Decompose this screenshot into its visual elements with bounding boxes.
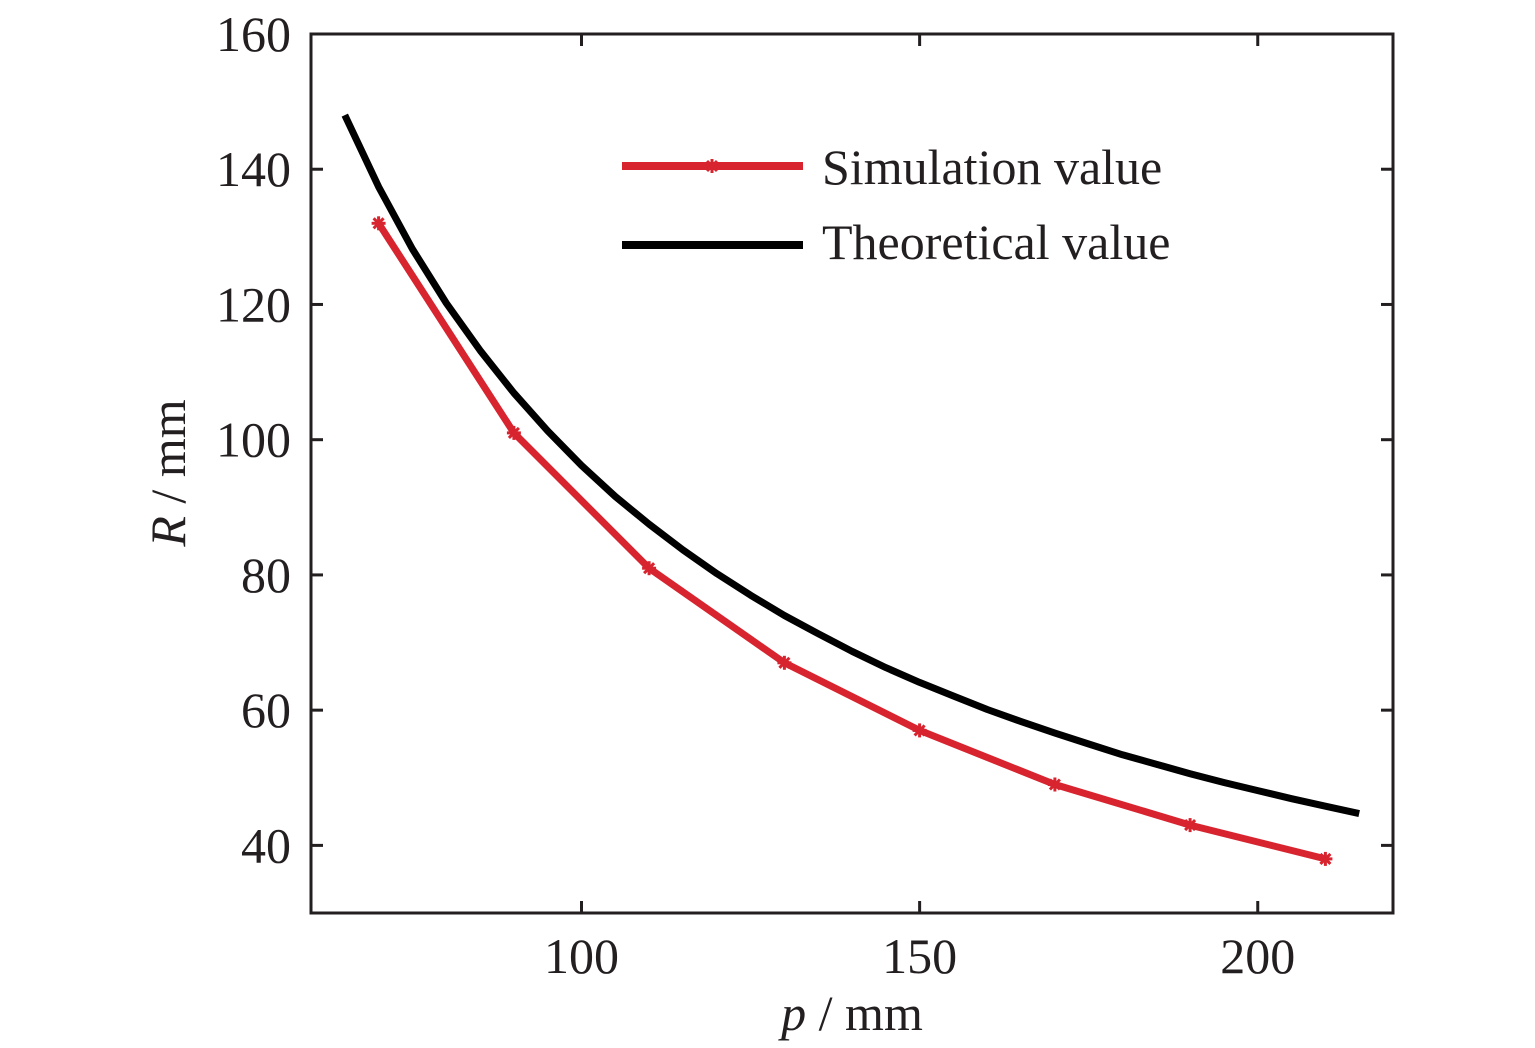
legend-label-simulation: Simulation value xyxy=(822,139,1162,195)
data-point-simulation-value xyxy=(642,561,657,576)
y-axis-variable: R xyxy=(140,516,196,548)
y-tick-label: 40 xyxy=(241,817,291,873)
legend-marker-simulation xyxy=(705,159,719,173)
data-point-simulation-value xyxy=(777,655,792,670)
data-point-simulation-value xyxy=(912,723,927,738)
data-point-simulation-value xyxy=(1183,818,1198,833)
y-tick-label: 60 xyxy=(241,682,291,738)
x-axis-label: p / mm xyxy=(778,985,923,1041)
y-tick-label: 160 xyxy=(216,6,291,62)
plot-frame xyxy=(309,32,1395,915)
y-tick-label: 80 xyxy=(241,547,291,603)
data-point-simulation-value xyxy=(1047,777,1062,792)
series-line-theoretical-value xyxy=(341,113,1360,818)
series-line-simulation-value xyxy=(375,221,1327,863)
series-layer xyxy=(341,113,1360,866)
x-tick-label: 100 xyxy=(544,928,619,984)
data-point-simulation-value xyxy=(371,216,386,231)
y-axis-unit: / mm xyxy=(140,399,196,516)
x-tick-label: 150 xyxy=(882,928,957,984)
data-point-simulation-value xyxy=(506,425,521,440)
y-tick-label: 100 xyxy=(216,412,291,468)
y-axis-label: R / mm xyxy=(140,399,196,547)
y-tick-label: 140 xyxy=(216,141,291,197)
axis-ticks: 100 150 200 40 60 80 100 120 140 160 xyxy=(216,6,1393,984)
x-axis-unit: / mm xyxy=(806,985,923,1041)
data-point-simulation-value xyxy=(1318,851,1333,866)
x-tick-label: 200 xyxy=(1220,928,1295,984)
x-axis-variable: p xyxy=(778,985,806,1041)
y-tick-label: 120 xyxy=(216,276,291,332)
legend: Simulation value Theoretical value xyxy=(622,139,1170,270)
legend-label-theoretical: Theoretical value xyxy=(822,214,1170,270)
